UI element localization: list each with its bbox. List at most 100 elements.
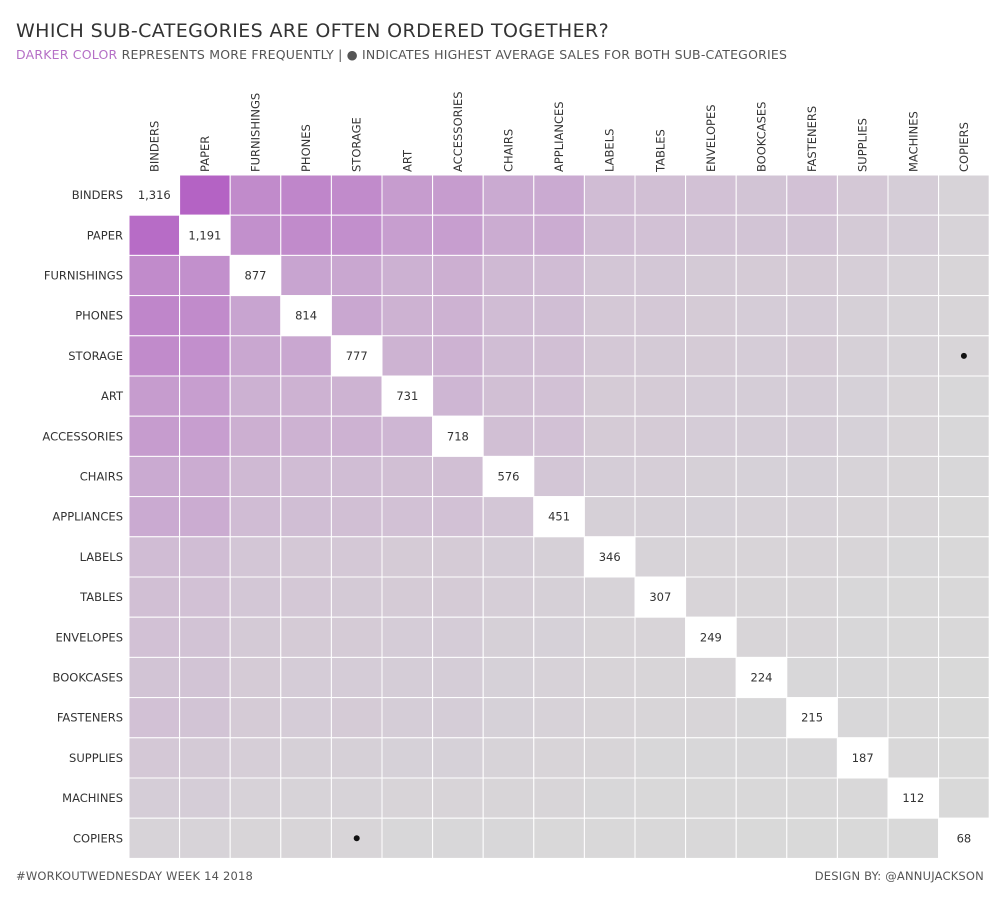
heatmap-cell[interactable] (280, 536, 332, 578)
heatmap-cell[interactable] (887, 335, 940, 377)
heatmap-cell[interactable] (583, 214, 636, 256)
heatmap-cell[interactable] (533, 214, 585, 256)
diagonal-cell-envelopes[interactable] (685, 616, 737, 658)
heatmap-cell[interactable] (381, 455, 434, 498)
heatmap-cell[interactable] (280, 174, 332, 216)
heatmap-cell[interactable] (280, 496, 332, 538)
heatmap-cell[interactable] (330, 697, 383, 739)
heatmap-cell[interactable] (836, 576, 889, 618)
heatmap-cell[interactable] (634, 616, 687, 658)
heatmap-cell[interactable] (685, 817, 737, 859)
heatmap-cell[interactable] (229, 576, 282, 618)
heatmap-cell[interactable] (583, 174, 636, 216)
heatmap-cell[interactable] (583, 455, 636, 498)
heatmap-cell[interactable] (179, 737, 231, 779)
heatmap-cell[interactable] (128, 295, 181, 337)
heatmap-cell[interactable] (735, 576, 788, 618)
heatmap-cell[interactable] (685, 335, 737, 377)
heatmap-cell[interactable] (533, 536, 585, 578)
heatmap-cell[interactable] (381, 335, 434, 377)
heatmap-cell[interactable] (583, 656, 636, 699)
diagonal-cell-fasteners[interactable] (786, 697, 838, 739)
heatmap-cell[interactable] (583, 496, 636, 538)
heatmap-cell[interactable] (685, 455, 737, 498)
heatmap-cell[interactable] (381, 817, 434, 859)
heatmap-cell[interactable] (482, 174, 535, 216)
heatmap-cell[interactable] (583, 335, 636, 377)
heatmap-cell[interactable] (735, 536, 788, 578)
heatmap-cell[interactable] (786, 777, 838, 819)
heatmap-cell[interactable] (482, 214, 535, 256)
heatmap-cell[interactable] (836, 174, 889, 216)
heatmap-cell[interactable] (432, 656, 484, 699)
heatmap-cell[interactable] (432, 576, 484, 618)
heatmap-cell[interactable] (634, 737, 687, 779)
heatmap-cell[interactable] (735, 335, 788, 377)
heatmap-cell[interactable] (128, 616, 181, 658)
heatmap-cell[interactable] (330, 656, 383, 699)
heatmap-cell[interactable] (887, 496, 940, 538)
heatmap-cell[interactable] (735, 295, 788, 337)
heatmap-cell[interactable] (330, 415, 383, 457)
heatmap-cell[interactable] (179, 254, 231, 297)
diagonal-cell-labels[interactable] (583, 536, 636, 578)
heatmap-cell[interactable] (280, 616, 332, 658)
heatmap-cell[interactable] (887, 375, 940, 417)
heatmap-cell[interactable] (583, 697, 636, 739)
heatmap-cell[interactable] (836, 415, 889, 457)
heatmap-cell[interactable] (735, 254, 788, 297)
heatmap-cell[interactable] (179, 295, 231, 337)
heatmap-cell[interactable] (381, 697, 434, 739)
heatmap-cell[interactable] (786, 174, 838, 216)
heatmap-cell[interactable] (229, 335, 282, 377)
heatmap-cell[interactable] (583, 616, 636, 658)
heatmap-cell[interactable] (685, 656, 737, 699)
heatmap-cell[interactable] (938, 415, 990, 457)
heatmap-cell[interactable] (634, 254, 687, 297)
heatmap-cell[interactable] (634, 295, 687, 337)
heatmap-cell[interactable] (887, 254, 940, 297)
heatmap-cell[interactable] (735, 737, 788, 779)
heatmap-cell[interactable] (634, 817, 687, 859)
heatmap-cell[interactable] (179, 697, 231, 739)
heatmap-cell[interactable] (432, 295, 484, 337)
heatmap-cell[interactable] (533, 174, 585, 216)
heatmap-cell[interactable] (887, 616, 940, 658)
heatmap-cell[interactable] (280, 777, 332, 819)
heatmap-cell[interactable] (583, 415, 636, 457)
heatmap-cell[interactable] (432, 777, 484, 819)
heatmap-cell[interactable] (381, 214, 434, 256)
heatmap-cell[interactable] (229, 214, 282, 256)
heatmap-cell[interactable] (583, 817, 636, 859)
heatmap-cell[interactable] (229, 174, 282, 216)
heatmap-cell[interactable] (280, 214, 332, 256)
heatmap-cell[interactable] (330, 737, 383, 779)
heatmap-cell[interactable] (381, 295, 434, 337)
heatmap-cell[interactable] (330, 214, 383, 256)
heatmap-cell[interactable] (685, 777, 737, 819)
heatmap-cell[interactable] (179, 415, 231, 457)
heatmap-cell[interactable] (836, 616, 889, 658)
heatmap-cell[interactable] (280, 375, 332, 417)
heatmap-cell[interactable] (280, 697, 332, 739)
heatmap-cell[interactable] (735, 174, 788, 216)
heatmap-cell[interactable] (533, 455, 585, 498)
heatmap-cell[interactable] (179, 777, 231, 819)
heatmap-cell[interactable] (229, 536, 282, 578)
heatmap-cell[interactable] (330, 295, 383, 337)
heatmap-cell[interactable] (735, 375, 788, 417)
diagonal-cell-chairs[interactable] (482, 455, 535, 498)
heatmap-cell[interactable] (280, 737, 332, 779)
heatmap-cell[interactable] (482, 576, 535, 618)
heatmap-cell[interactable] (836, 214, 889, 256)
heatmap-cell[interactable] (836, 697, 889, 739)
heatmap-cell[interactable] (685, 415, 737, 457)
heatmap-cell[interactable] (938, 656, 990, 699)
heatmap-cell[interactable] (634, 496, 687, 538)
heatmap-cell[interactable] (836, 375, 889, 417)
diagonal-cell-furnishings[interactable] (229, 254, 282, 297)
heatmap-cell[interactable] (482, 697, 535, 739)
heatmap-cell[interactable] (179, 496, 231, 538)
heatmap-cell[interactable] (735, 496, 788, 538)
heatmap-cell[interactable] (634, 697, 687, 739)
